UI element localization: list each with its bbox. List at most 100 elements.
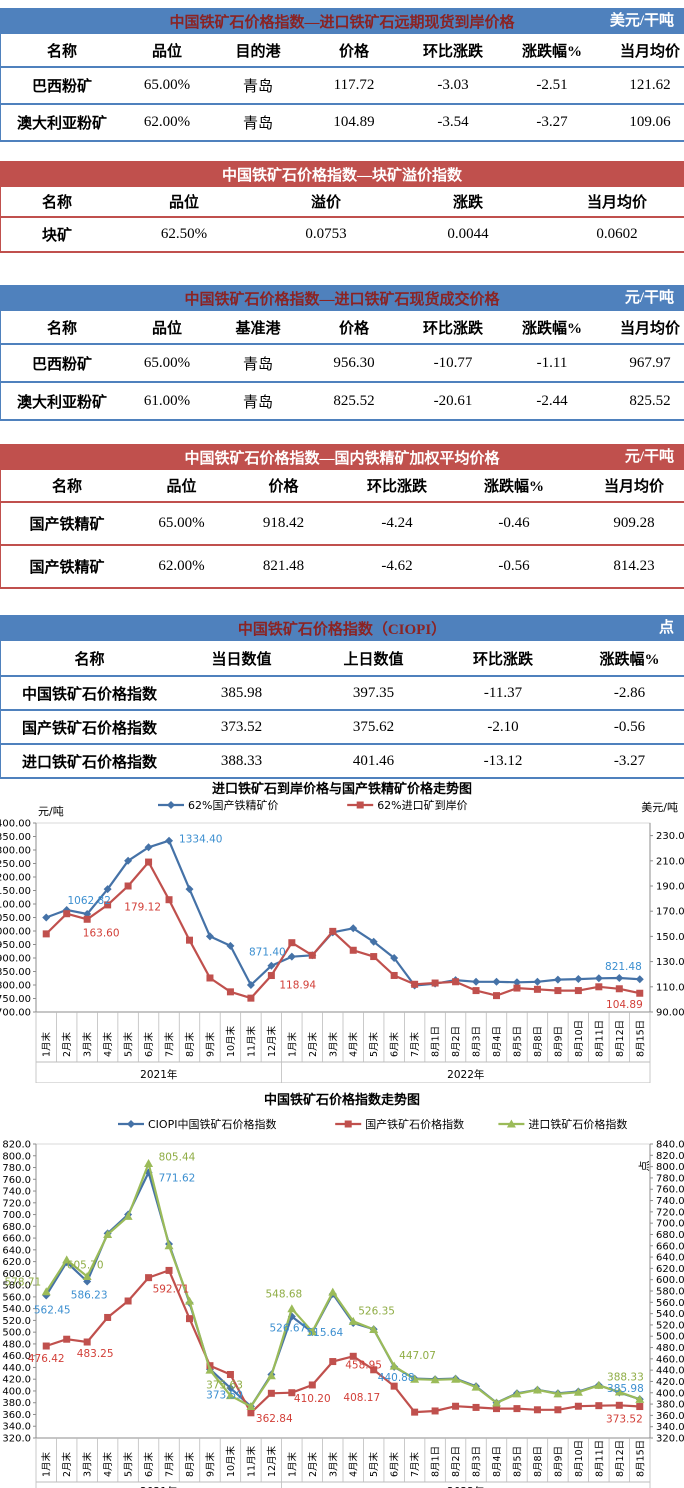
data-point-marker [615, 1401, 623, 1409]
x-axis-category-label: 7月末 [409, 1451, 421, 1477]
data-point-marker [185, 885, 194, 894]
data-point-marker [124, 1297, 132, 1305]
data-table: 名称 当日数值 上日数值 环比涨跌 涨跌幅% 中国铁矿石价格指数 385.98 397.35 -… [0, 641, 684, 779]
value-cell: -3.54 [437, 114, 469, 130]
price-table-0: 中国铁矿石价格指数—进口铁矿石远期现货到岸价格 美元/干吨 名称 品位 目的港 价格 环比涨… [0, 8, 684, 142]
series-line-2 [45, 1162, 641, 1408]
left-axis-tick-label: 800.0 [2, 1151, 31, 1162]
data-point-label: 771.62 [159, 1172, 196, 1184]
data-point-marker [594, 1380, 604, 1389]
x-axis-category-label: 3月末 [327, 1031, 339, 1057]
value-cell: 104.89 [333, 114, 375, 130]
x-axis-category-label: 2月末 [307, 1451, 319, 1477]
table-title-bar: 中国铁矿石价格指数—国内铁精矿加权平均价格 元/干吨 [0, 444, 684, 470]
x-axis-category-label: 8月1日 [431, 1026, 442, 1057]
left-axis-tick-label: 420.0 [2, 1375, 31, 1386]
row-name-cell: 块矿 [41, 228, 72, 244]
left-axis-tick-label: 580.0 [2, 1281, 31, 1292]
x-axis-category-label: 8月9日 [553, 1026, 564, 1057]
data-point-marker [349, 1352, 357, 1360]
value-cell: 65.00% [143, 77, 191, 93]
row-name-cell: 澳大利亚粉矿 [16, 116, 107, 132]
data-point-marker [247, 1409, 255, 1417]
value-cell: 918.42 [262, 515, 305, 531]
left-axis-tick-label: 950.00 [0, 940, 31, 951]
right-axis-tick-label: 820.0 [656, 1151, 684, 1162]
left-axis-tick-label: 1250.00 [0, 859, 31, 870]
data-point-label: 447.07 [399, 1350, 436, 1362]
table-title: 中国铁矿石价格指数—进口铁矿石远期现货到岸价格 [169, 14, 515, 31]
data-point-marker [390, 971, 398, 979]
column-header: 名称 [51, 479, 82, 495]
chart-legend: 62%国产铁精矿价 62%进口矿到岸价 [158, 798, 468, 812]
data-point-marker [411, 980, 419, 988]
table-title-bar: 中国铁矿石价格指数（CIOPI） 点 [0, 615, 684, 641]
legend-marker-diamond [167, 801, 175, 809]
left-axis-tick-label: 1400.00 [0, 819, 31, 830]
legend-marker-square [344, 1120, 352, 1128]
value-cell: 401.46 [352, 752, 395, 769]
table-row: 澳大利亚粉矿 61.00% 青岛 825.52 -20.61 -2.44 825.52 [0, 382, 684, 420]
data-point-marker [636, 989, 644, 997]
right-axis-tick-label: 460.0 [656, 1354, 684, 1365]
data-point-marker [83, 1338, 91, 1346]
data-point-marker [186, 936, 193, 944]
x-axis-category-label: 3月末 [82, 1451, 94, 1477]
left-axis-tick-label: 640.0 [2, 1245, 31, 1256]
value-cell: 373.52 [220, 718, 263, 735]
data-point-marker [165, 896, 173, 904]
legend-marker-diamond [127, 1120, 135, 1128]
column-header: 上日数值 [343, 651, 404, 668]
value-cell: 61.00% [143, 392, 191, 409]
table-title: 中国铁矿石价格指数—国内铁精矿加权平均价格 [184, 450, 500, 467]
data-point-marker [63, 1335, 71, 1343]
data-point-marker [308, 951, 316, 959]
legend-entry-label: 进口铁矿石价格指数 [528, 1117, 627, 1131]
x-axis-category-label: 11月末 [245, 1445, 257, 1477]
data-point-label: 578.71 [4, 1277, 41, 1289]
data-point-marker [554, 987, 562, 995]
right-axis-tick-label: 380.0 [656, 1400, 684, 1411]
x-axis-category-label: 8月11日 [594, 1440, 605, 1477]
data-point-label: 562.45 [34, 1304, 71, 1316]
data-point-marker [512, 1389, 522, 1398]
data-point-marker [123, 1211, 133, 1220]
right-axis-tick-label: 480.0 [656, 1343, 684, 1354]
value-cell: 0.0602 [596, 226, 638, 242]
table-unit-label: 美元/干吨 [609, 13, 674, 29]
data-point-label: 458.95 [345, 1359, 382, 1371]
data-point-marker [554, 1406, 562, 1414]
value-cell: 65.00% [158, 515, 205, 531]
data-point-marker [41, 1287, 51, 1296]
header-row: 名称 品位 价格 环比涨跌 涨跌幅% 当月均价 [1, 470, 684, 502]
value-cell: -4.24 [381, 515, 413, 531]
data-point-marker [635, 975, 644, 984]
value-cell: -3.27 [613, 752, 646, 769]
right-axis-tick-label: 560.0 [656, 1298, 684, 1309]
data-point-label: 586.23 [71, 1289, 108, 1301]
right-axis-tick-label: 360.0 [656, 1411, 684, 1422]
column-header: 名称 [74, 651, 105, 668]
data-point-label: 179.12 [124, 902, 161, 914]
left-axis-tick-label: 1300.00 [0, 846, 31, 857]
data-point-label: 104.89 [606, 999, 643, 1011]
x-axis-category-label: 3月末 [82, 1031, 94, 1057]
column-header: 基准港 [235, 320, 281, 337]
value-cell: -2.10 [487, 718, 519, 735]
data-point-marker [246, 981, 255, 989]
x-axis-category-label: 8月12日 [615, 1440, 626, 1477]
data-point-marker [266, 1371, 276, 1380]
right-axis-tick-label: 620.0 [656, 1264, 684, 1275]
right-axis-tick-label: 90.00 [656, 1008, 684, 1019]
right-axis-tick-label: 720.0 [656, 1207, 684, 1218]
left-axis-tick-label: 520.0 [2, 1316, 31, 1327]
value-cell: 121.62 [629, 77, 671, 93]
data-point-label: 362.84 [256, 1413, 293, 1425]
data-point-marker [493, 1405, 500, 1413]
value-cell: -11.37 [483, 684, 523, 701]
data-point-marker [307, 1327, 317, 1336]
data-point-marker [42, 913, 51, 922]
x-axis-category-label: 6月末 [143, 1031, 155, 1057]
right-axis-tick-label: 440.0 [656, 1366, 684, 1377]
header-row: 名称 当日数值 上日数值 环比涨跌 涨跌幅% [1, 641, 684, 676]
